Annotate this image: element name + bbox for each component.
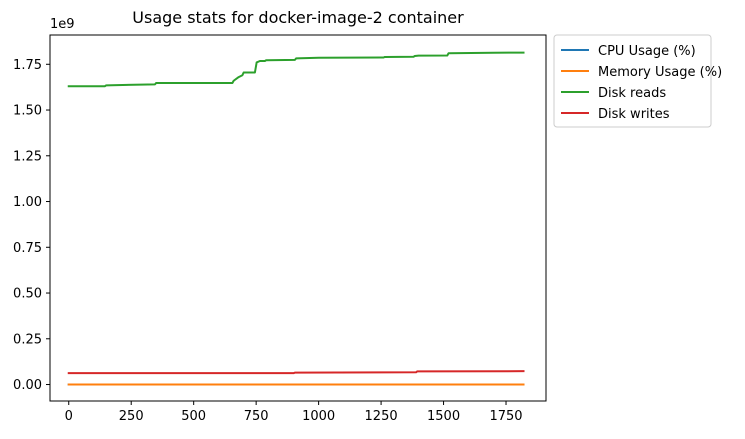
x-tick-label: 0 — [65, 409, 73, 424]
series-line-2 — [67, 51, 525, 88]
x-tick-label: 500 — [181, 409, 206, 424]
y-tick-label: 0.00 — [13, 378, 42, 393]
y-axis-offset-label: 1e9 — [50, 17, 75, 32]
legend-label: CPU Usage (%) — [598, 44, 696, 59]
y-tick-label: 0.75 — [13, 241, 42, 256]
legend: CPU Usage (%) Memory Usage (%) Disk reads D… — [553, 34, 722, 128]
y-tick-label: 1.00 — [13, 195, 42, 210]
y-tick-label: 1.50 — [13, 104, 42, 119]
x-tick-label: 1000 — [302, 409, 335, 424]
y-tick-label: 1.25 — [13, 149, 42, 164]
y-tick-label: 0.50 — [13, 287, 42, 302]
x-tick-label: 1250 — [365, 409, 398, 424]
plot-area-frame — [49, 34, 547, 402]
x-tick-label: 750 — [244, 409, 269, 424]
y-tick-label: 1.75 — [13, 58, 42, 73]
y-tick-label: 0.25 — [13, 332, 42, 347]
x-tick-label: 1500 — [427, 409, 460, 424]
legend-label: Disk reads — [598, 86, 666, 101]
x-tick-label: 250 — [119, 409, 144, 424]
legend-label: Memory Usage (%) — [598, 65, 722, 80]
y-axis: 0.00 0.25 0.50 0.75 1.00 1.25 1.50 1.75 — [13, 58, 50, 393]
series-line-3 — [67, 370, 525, 375]
x-tick-label: 1750 — [489, 409, 522, 424]
legend-box — [553, 34, 712, 128]
x-axis: 0 250 500 750 1000 1250 1500 1750 — [65, 401, 523, 424]
chart-title: Usage stats for docker-image-2 container — [132, 8, 464, 27]
legend-label: Disk writes — [598, 107, 670, 122]
series-lines — [67, 51, 525, 386]
